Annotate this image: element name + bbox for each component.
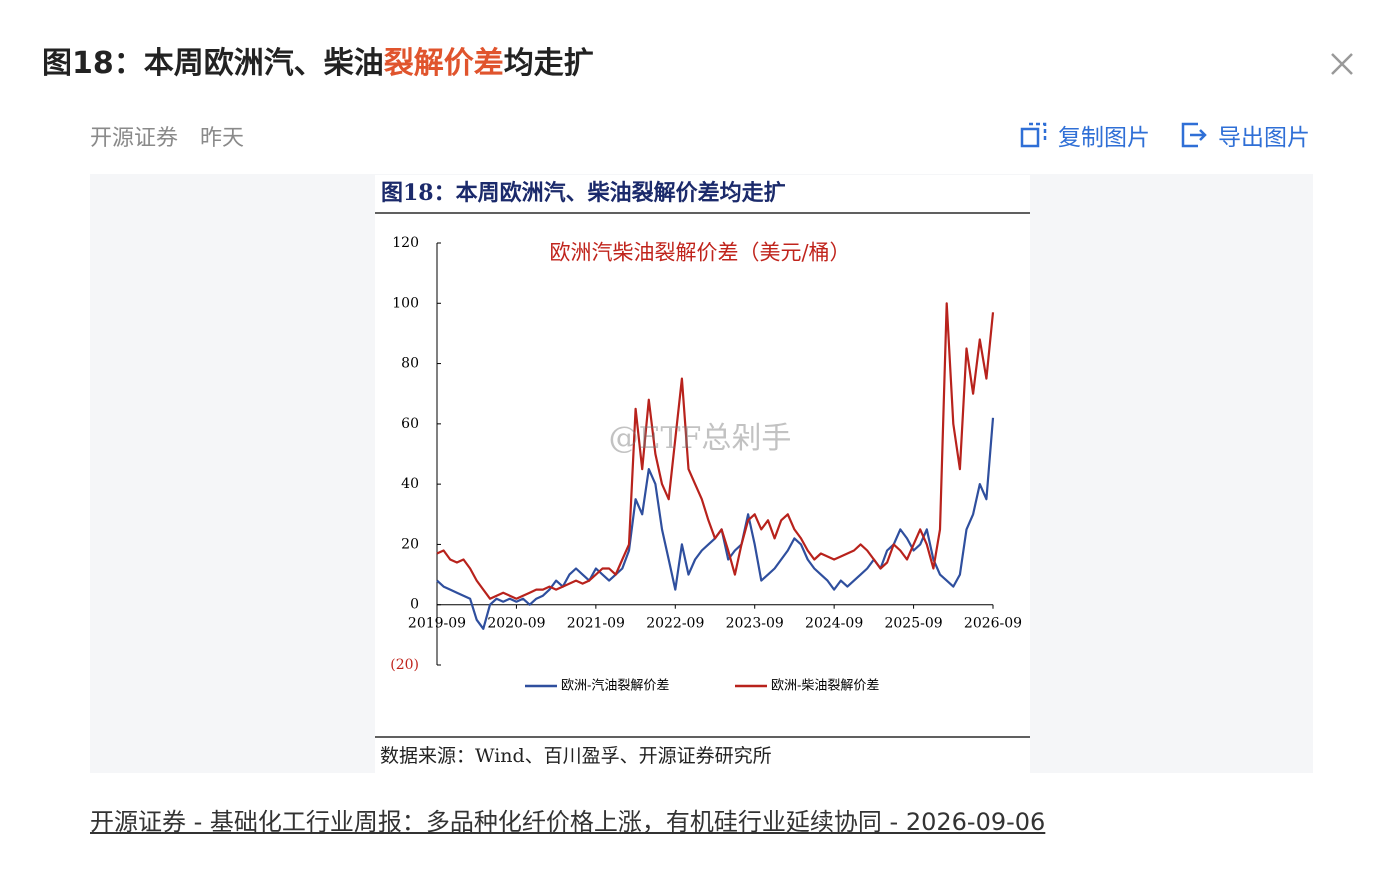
export-label: 导出图片 [1218,125,1310,151]
chart: 图18：本周欧洲汽、柴油裂解价差均走扩 欧洲汽柴油裂解价差（美元/桶） 数据来源… [375,175,1030,773]
export-icon [1181,122,1207,148]
close-button[interactable] [1328,50,1356,78]
title-highlight: 裂解价差 [383,46,504,81]
export-button[interactable]: 导出图片 [1180,118,1310,152]
title-text: 图18：本周欧洲汽、柴油 [42,46,384,81]
copy-label: 复制图片 [1058,125,1150,151]
y-tick-label: (20) [390,657,419,673]
source: 开源证券 [90,126,179,151]
y-tick-label: 120 [392,235,419,251]
chart-bg [375,175,1030,773]
x-tick-label: 2023-09 [726,616,784,632]
footer-link[interactable]: 开源证券 - 基础化工行业周报：多品种化纤价格上涨，有机硅行业延续协同 - 20… [90,808,1046,836]
x-tick-label: 2025-09 [884,616,942,632]
y-tick-label: 0 [410,597,419,613]
x-tick-label: 2024-09 [805,616,863,632]
y-tick-label: 60 [401,416,419,432]
meta: 开源证券 昨天 [90,120,244,152]
time: 昨天 [200,126,245,151]
x-tick-label: 2026-09 [964,616,1022,632]
legend-label: 欧洲-汽油裂解价差 [561,679,669,694]
copy-button[interactable]: 复制图片 [1020,118,1150,152]
series-line [436,302,995,600]
copy-icon [1020,122,1047,148]
x-tick-label: 2021-09 [567,616,625,632]
y-tick-label: 80 [401,356,419,372]
y-tick-label: 100 [392,295,419,311]
y-tick-label: 20 [401,536,419,552]
dialog-title: 图18：本周欧洲汽、柴油裂解价差均走扩 [42,38,594,82]
chart-source: 数据来源：Wind、百川盈孚、开源证券研究所 [380,745,772,767]
legend-label: 欧洲-柴油裂解价差 [771,679,879,694]
y-tick-label: 40 [401,476,419,492]
watermark: @ETF总剁手 [609,421,792,456]
x-tick-label: 2022-09 [646,616,704,632]
x-tick-label: 2019-09 [408,616,466,632]
chart-subtitle: 欧洲汽柴油裂解价差（美元/桶） [549,241,850,265]
chart-title: 图18：本周欧洲汽、柴油裂解价差均走扩 [381,180,786,206]
x-tick-label: 2020-09 [487,616,545,632]
title-text: 均走扩 [503,46,594,81]
